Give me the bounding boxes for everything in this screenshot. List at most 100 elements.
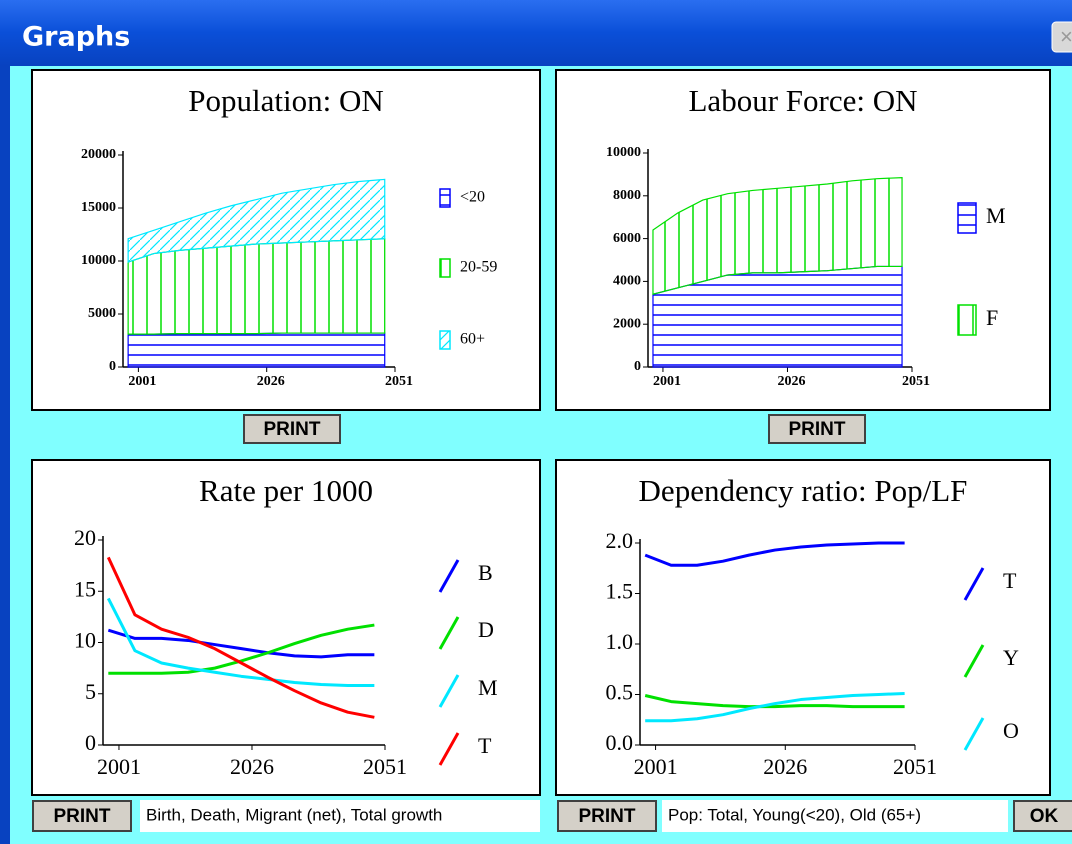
line [644, 541, 905, 567]
line [106, 597, 375, 688]
y-tick-label: 0.5 [606, 680, 634, 705]
x-tick-label: 2001 [97, 754, 141, 779]
y-tick-label: 15000 [81, 200, 116, 215]
caption: Birth, Death, Migrant (net), Total growt… [146, 805, 442, 824]
legend-swatch [963, 567, 985, 601]
legend-swatch [439, 258, 451, 278]
x-tick-label: 2051 [385, 374, 413, 389]
x-tick-label: 2051 [902, 374, 930, 389]
close-icon[interactable]: × [1060, 24, 1072, 49]
x-tick-label: 2026 [763, 754, 807, 779]
area [652, 176, 903, 296]
y-tick-label: 10000 [606, 145, 641, 160]
caption-box [140, 800, 540, 832]
button-label[interactable]: PRINT [579, 806, 636, 827]
y-tick-label: 0 [85, 730, 96, 755]
area [127, 332, 386, 368]
line [107, 628, 375, 659]
title-bar [0, 0, 1072, 66]
legend-label: B [478, 560, 493, 585]
button-label[interactable]: PRINT [264, 419, 321, 440]
line [108, 623, 375, 675]
y-tick-label: 2.0 [606, 528, 634, 553]
legend-label: M [478, 675, 498, 700]
y-tick-label: 20000 [81, 147, 116, 162]
y-tick-label: 10 [74, 628, 96, 653]
area [127, 178, 386, 263]
panel [31, 459, 541, 796]
button-face[interactable] [1013, 800, 1072, 832]
y-tick-label: 8000 [613, 188, 641, 203]
x-tick-label: 2026 [777, 374, 805, 389]
legend-label: D [478, 617, 494, 642]
panel [555, 459, 1051, 796]
x-tick-label: 2051 [893, 754, 937, 779]
button-face[interactable] [557, 800, 657, 832]
caption-box [662, 800, 1008, 832]
button-face[interactable] [768, 414, 866, 444]
caption: Pop: Total, Young(<20), Old (65+) [668, 805, 921, 824]
line [645, 691, 905, 723]
legend-label: 60+ [460, 331, 485, 348]
legend-swatch [438, 732, 460, 766]
x-tick-label: 2026 [257, 374, 285, 389]
button-label[interactable]: PRINT [54, 806, 111, 827]
legend-swatch [439, 330, 451, 350]
legend-swatch [963, 644, 985, 678]
y-tick-label: 5000 [88, 306, 116, 321]
y-tick-label: 10000 [81, 253, 116, 268]
y-tick-label: 5 [85, 679, 96, 704]
print-button[interactable]: PRINT [768, 414, 866, 444]
print-button[interactable]: PRINT [243, 414, 341, 444]
print-button[interactable]: PRINT [557, 800, 657, 832]
window-border [0, 0, 10, 844]
legend-swatch [438, 674, 460, 708]
x-tick-label: 2026 [230, 754, 274, 779]
y-tick-label: 1.5 [606, 579, 634, 604]
legend-swatch [438, 559, 460, 593]
x-tick-label: 2001 [128, 374, 156, 389]
ok-button[interactable]: OK [1013, 800, 1072, 832]
y-tick-label: 0 [634, 359, 641, 374]
chart-title: Dependency ratio: Pop/LF [639, 473, 968, 508]
chart-title: Rate per 1000 [199, 473, 373, 508]
y-tick-label: 0 [109, 359, 116, 374]
legend-swatch [439, 188, 451, 208]
chart-title: Population: ON [188, 83, 383, 118]
x-tick-label: 2001 [634, 754, 678, 779]
close-button[interactable] [1051, 21, 1072, 53]
legend-label: M [986, 203, 1006, 228]
legend-swatch [438, 616, 460, 650]
legend-label: T [478, 733, 492, 758]
legend-swatch [957, 202, 977, 234]
area [127, 238, 386, 335]
y-tick-label: 20 [74, 525, 96, 550]
legend-label: O [1003, 718, 1019, 743]
button-face[interactable] [243, 414, 341, 444]
legend-label: <20 [460, 189, 485, 206]
y-tick-label: 4000 [613, 274, 641, 289]
y-tick-label: 15 [74, 576, 96, 601]
legend-label: F [986, 305, 998, 330]
y-tick-label: 6000 [613, 231, 641, 246]
legend-label: 20-59 [460, 259, 497, 276]
line [644, 694, 905, 709]
x-tick-label: 2001 [653, 374, 681, 389]
legend-swatch [963, 717, 985, 751]
print-button[interactable]: PRINT [32, 800, 132, 832]
y-tick-label: 0.0 [606, 730, 634, 755]
legend-label: T [1003, 568, 1017, 593]
y-tick-label: 1.0 [606, 629, 634, 654]
button-label[interactable]: PRINT [789, 419, 846, 440]
x-tick-label: 2051 [363, 754, 407, 779]
button-face[interactable] [32, 800, 132, 832]
chart-title: Labour Force: ON [689, 83, 918, 118]
legend-swatch [957, 304, 977, 336]
legend-label: Y [1003, 645, 1019, 670]
line [106, 556, 375, 719]
window-title: Graphs [22, 22, 130, 53]
button-label[interactable]: OK [1030, 806, 1059, 827]
y-tick-label: 2000 [613, 316, 641, 331]
